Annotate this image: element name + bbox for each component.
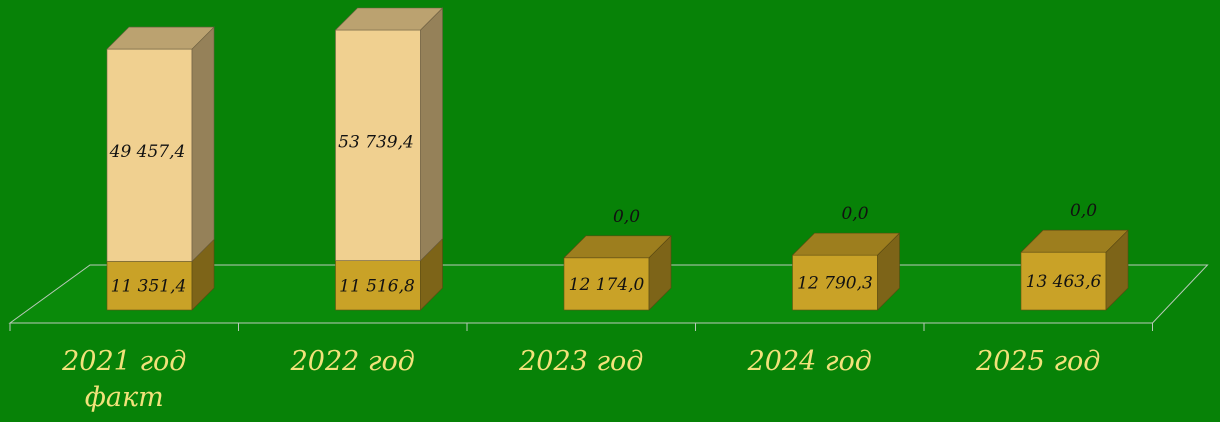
bar-top-1-top: [334, 7, 444, 31]
data-label-bottom-4: 13 463,6: [1026, 272, 1102, 292]
x-tick-label-0-line-1: факт: [85, 382, 164, 413]
bar-bottom-4-front: [1020, 251, 1107, 311]
bar-bottom-3-front: [792, 254, 878, 311]
bar-top-0-top: [106, 26, 215, 50]
bar-bottom-3-top: [791, 232, 901, 256]
bar-bottom-2-top: [563, 235, 672, 259]
data-label-bottom-3: 12 790,3: [797, 274, 873, 294]
x-tick-label-4: 2025 год: [975, 346, 1100, 377]
x-tick-label-1: 2022 год: [290, 346, 415, 377]
x-tick-label-2: 2023 год: [518, 346, 643, 377]
data-label-top-3: 0,0: [841, 204, 868, 224]
data-label-top-2: 0,0: [613, 207, 640, 227]
bar-top-1-side: [420, 7, 443, 262]
x-tick-label-0-line-0: 2021 год: [61, 346, 186, 377]
data-label-top-0: 49 457,4: [109, 142, 186, 162]
data-label-bottom-2: 12 174,0: [569, 275, 645, 295]
bar-top-0-side: [191, 26, 215, 263]
data-label-top-4: 0,0: [1070, 201, 1097, 221]
data-label-bottom-0: 11 351,4: [111, 277, 187, 297]
data-label-top-1: 53 739,4: [338, 132, 414, 152]
bar-bottom-2-front: [563, 257, 650, 311]
bar-bottom-4-top: [1020, 229, 1129, 253]
data-label-bottom-1: 11 516,8: [339, 276, 415, 296]
x-tick-label-3: 2024 год: [747, 346, 872, 377]
